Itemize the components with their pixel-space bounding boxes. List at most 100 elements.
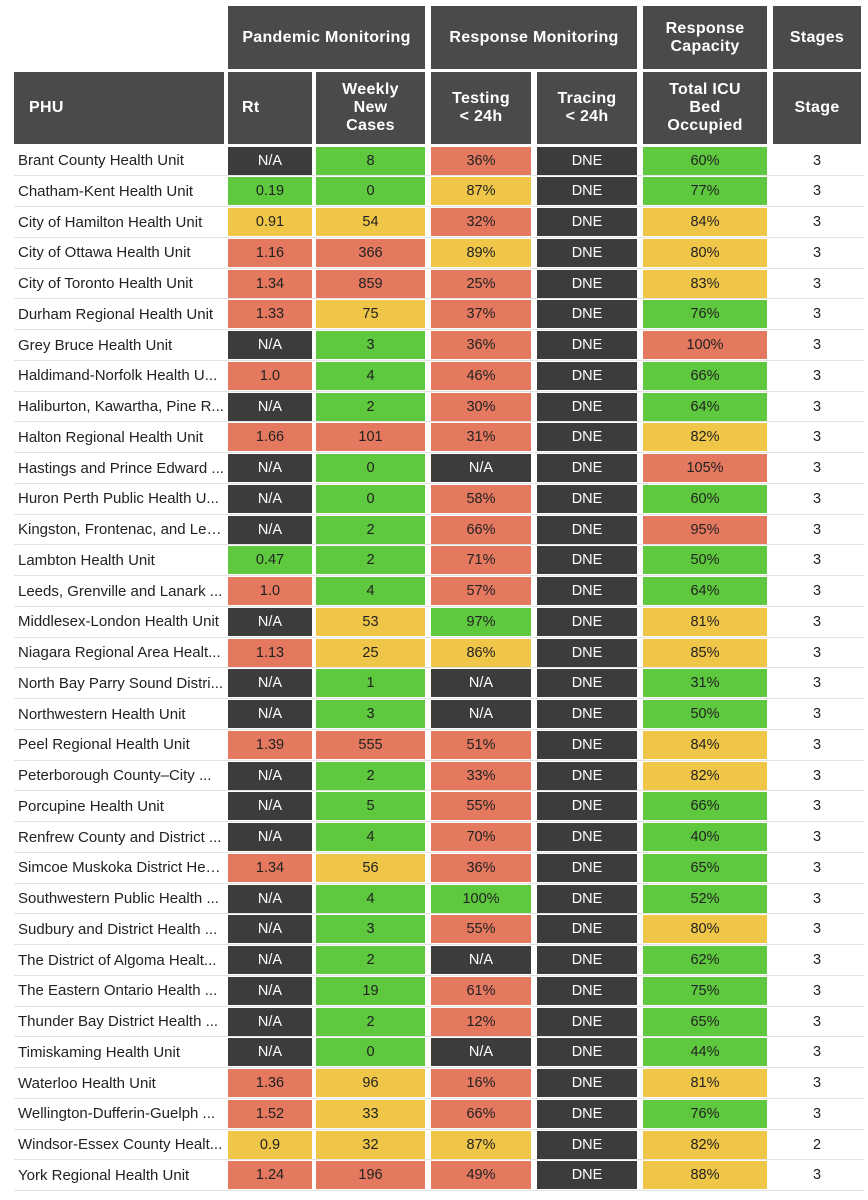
rt-cell: N/A (228, 1038, 312, 1067)
weekly-cases-cell: 2 (316, 761, 425, 790)
tracing-cell: DNE (537, 823, 637, 851)
phu-name-cell: Halton Regional Health Unit (18, 428, 204, 446)
phu-name-cell: Kingston, Frontenac, and Len... (18, 521, 224, 538)
testing-cell: 33% (431, 761, 531, 790)
rt-cell: 1.66 (228, 423, 312, 452)
testing-cell: 61% (431, 976, 531, 1005)
icu-cell: 80% (643, 238, 767, 267)
testing-cell: N/A (431, 454, 531, 482)
weekly-cases-cell: 53 (316, 607, 425, 636)
testing-cell: 16% (431, 1069, 531, 1097)
rt-cell: 1.0 (228, 577, 312, 605)
icu-cell: 62% (643, 946, 767, 974)
testing-cell: 89% (431, 238, 531, 267)
phu-name-cell: North Bay Parry Sound Distri... (18, 674, 224, 692)
testing-cell: 46% (431, 361, 531, 390)
weekly-cases-cell: 196 (316, 1161, 425, 1190)
stage-cell: 3 (812, 152, 822, 169)
rt-cell: N/A (228, 515, 312, 544)
row-divider (14, 913, 864, 915)
rt-cell: N/A (228, 607, 312, 636)
testing-cell: N/A (431, 1038, 531, 1067)
tracing-cell: DNE (537, 546, 637, 575)
stage-cell: 3 (812, 829, 822, 845)
phu-name-cell: Huron Perth Public Health U... (18, 490, 219, 508)
icu-cell: 75% (643, 976, 767, 1005)
stage-cell: 3 (812, 244, 822, 261)
rt-cell: N/A (228, 331, 312, 359)
row-divider (14, 206, 864, 207)
tracing-cell: DNE (537, 146, 637, 175)
stage-cell: 3 (812, 767, 822, 784)
icu-cell: 44% (643, 1038, 767, 1067)
rt-cell: 1.36 (228, 1069, 312, 1097)
row-divider (14, 728, 864, 730)
rt-cell: 1.34 (228, 269, 312, 298)
tracing-cell: DNE (537, 946, 637, 974)
tracing-cell: DNE (537, 515, 637, 544)
rt-cell: N/A (228, 976, 312, 1005)
testing-cell: 71% (431, 546, 531, 575)
testing-cell: 57% (431, 577, 531, 605)
stage-cell: 3 (812, 675, 822, 692)
phu-name-cell: City of Hamilton Health Unit (18, 213, 203, 231)
weekly-cases-cell: 4 (316, 577, 425, 605)
icu-cell: 76% (643, 300, 767, 329)
tracing-cell: DNE (537, 761, 637, 790)
icu-cell: 81% (643, 1069, 767, 1097)
row-divider (14, 544, 864, 546)
row-divider (14, 944, 864, 945)
tracing-cell: DNE (537, 577, 637, 605)
weekly-cases-cell: 2 (316, 392, 425, 421)
weekly-cases-cell: 2 (316, 546, 425, 575)
tracing-cell: DNE (537, 484, 637, 513)
tracing-cell: DNE (537, 884, 637, 913)
tracing-cell: DNE (537, 1038, 637, 1067)
testing-cell: N/A (431, 946, 531, 974)
stage-cell: 3 (812, 429, 822, 446)
tracing-cell: DNE (537, 1130, 637, 1159)
icu-cell: 66% (643, 792, 767, 821)
testing-cell: 32% (431, 208, 531, 236)
phu-name-cell: Southwestern Public Health ... (18, 890, 219, 907)
testing-cell: 87% (431, 1130, 531, 1159)
stage-cell: 3 (812, 613, 822, 630)
row-divider (14, 175, 864, 177)
testing-cell: 58% (431, 484, 531, 513)
tracing-cell: DNE (537, 300, 637, 329)
phu-name-cell: Chatham-Kent Health Unit (18, 182, 194, 200)
row-divider (14, 236, 864, 238)
rt-cell: 1.52 (228, 1099, 312, 1128)
stage-cell: 3 (812, 552, 822, 569)
stage-cell: 3 (812, 736, 822, 753)
stage-cell: 3 (812, 798, 822, 815)
row-divider (14, 698, 864, 699)
testing-cell: 37% (431, 300, 531, 329)
row-divider (14, 1005, 864, 1007)
row-divider (14, 636, 864, 638)
rt-cell: N/A (228, 792, 312, 821)
rt-cell: 0.19 (228, 177, 312, 206)
stage-cell: 3 (812, 490, 822, 507)
testing-cell: 70% (431, 823, 531, 851)
icu-cell: 82% (643, 423, 767, 452)
phu-name-cell: Brant County Health Unit (18, 152, 184, 169)
phu-name-cell: Wellington-Dufferin-Guelph ... (18, 1105, 216, 1123)
weekly-cases-cell: 54 (316, 208, 425, 236)
phu-name-cell: City of Ottawa Health Unit (18, 244, 191, 262)
row-divider (14, 267, 864, 269)
stage-cell: 3 (812, 859, 822, 876)
icu-cell: 95% (643, 515, 767, 544)
testing-cell: 25% (431, 269, 531, 298)
tracing-cell: DNE (537, 853, 637, 882)
weekly-cases-cell: 56 (316, 853, 425, 882)
testing-cell: 12% (431, 1007, 531, 1036)
weekly-cases-cell: 0 (316, 177, 425, 206)
phu-name-cell: Leeds, Grenville and Lanark ... (18, 582, 223, 600)
icu-cell: 84% (643, 730, 767, 759)
stage-cell: 3 (812, 890, 822, 907)
stage-cell: 3 (812, 1075, 822, 1091)
icu-cell: 85% (643, 638, 767, 667)
tracing-cell: DNE (537, 208, 637, 236)
row-divider (14, 974, 864, 976)
